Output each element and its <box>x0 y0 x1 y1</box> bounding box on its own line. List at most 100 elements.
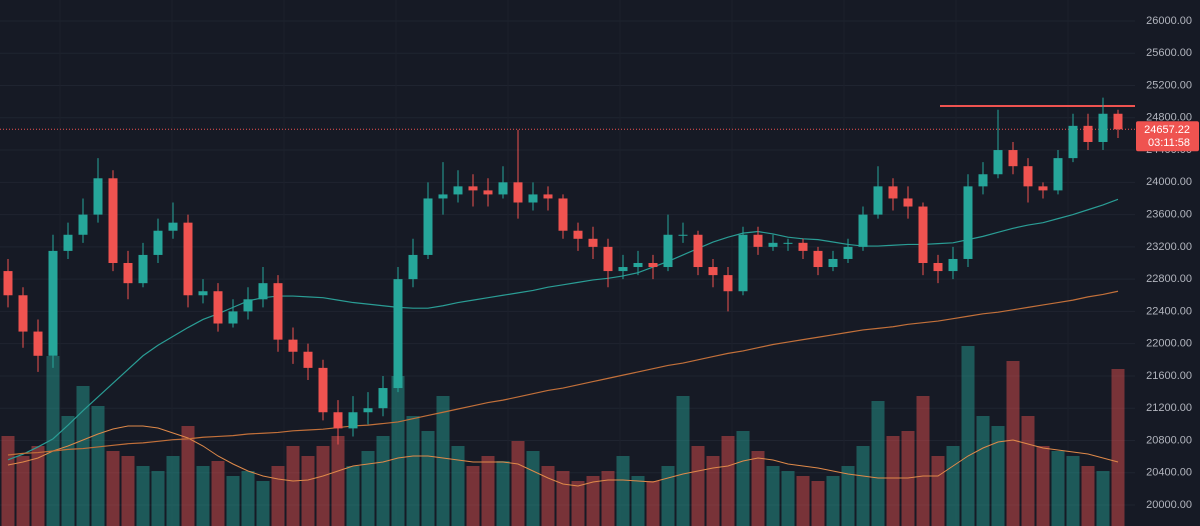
volume-bar <box>196 466 210 526</box>
volume-bar <box>301 456 315 526</box>
candle-body <box>108 178 118 263</box>
y-tick-label: 22000.00 <box>1146 338 1192 350</box>
axis-background <box>1135 0 1200 526</box>
volume-bar <box>1111 369 1125 526</box>
volume-bar <box>511 441 525 526</box>
volume-bar <box>451 446 465 526</box>
candle-body <box>1023 166 1033 187</box>
candle-body <box>303 351 313 368</box>
candle-body <box>363 408 373 413</box>
countdown-label: 03:11:58 <box>1148 137 1190 149</box>
candle-body <box>978 174 988 187</box>
y-tick-label: 23600.00 <box>1146 209 1192 221</box>
volume-bar <box>151 471 165 526</box>
volume-bar <box>121 456 135 526</box>
moving-average <box>7 198 1119 461</box>
candle-body <box>273 283 283 340</box>
volume-bar <box>856 446 870 526</box>
volume-bar <box>961 346 975 526</box>
volume-bar <box>916 396 930 526</box>
candle-body <box>1068 125 1078 159</box>
volume-bar <box>931 456 945 526</box>
candle-body <box>993 150 1003 175</box>
candle-body <box>573 230 583 239</box>
price-axis: 20000.00 20400.00 20800.00 21200.00 21600.00… <box>1135 0 1200 526</box>
candle-body <box>1083 125 1093 142</box>
volume-bar <box>211 461 225 526</box>
y-tick-label: 24000.00 <box>1146 176 1192 188</box>
candle-body <box>243 299 253 312</box>
volume-bar <box>526 451 540 526</box>
y-tick-label: 21600.00 <box>1146 370 1192 382</box>
overlays <box>0 105 1135 461</box>
candle-body <box>378 388 388 409</box>
volume-bar <box>616 456 630 526</box>
volume-bar <box>946 446 960 526</box>
volume-bar <box>1066 456 1080 526</box>
candle-body <box>3 271 13 296</box>
candle-body <box>753 234 763 247</box>
volume-ma-line <box>7 425 1119 487</box>
candle-body <box>678 234 688 236</box>
candle-body <box>738 234 748 292</box>
candle-body <box>393 279 403 389</box>
candle-body <box>1053 158 1063 191</box>
candle-body <box>423 198 433 255</box>
candles <box>3 97 1123 445</box>
volume-bar <box>61 416 75 526</box>
price-label-box <box>1136 121 1199 152</box>
candle-body <box>33 331 43 356</box>
candle-body <box>888 186 898 199</box>
volume-bar <box>481 456 495 526</box>
volume-bar <box>631 476 645 526</box>
volume-bar <box>241 471 255 526</box>
candle-body <box>798 242 808 251</box>
volume-bar <box>466 466 480 526</box>
y-tick-label: 23200.00 <box>1146 241 1192 253</box>
volume-bar <box>1021 416 1035 526</box>
candle-body <box>483 190 493 195</box>
volume-bar <box>391 376 405 526</box>
volume-bar <box>286 446 300 526</box>
candle-body <box>408 254 418 280</box>
volume-bar <box>226 476 240 526</box>
candle-body <box>288 339 298 352</box>
volume-bar <box>136 466 150 526</box>
candle-body <box>78 214 88 235</box>
y-tick-label: 24800.00 <box>1146 112 1192 124</box>
candle-body <box>513 182 523 203</box>
volume-bar <box>316 446 330 526</box>
volume-bar <box>751 451 765 526</box>
volume-bar <box>181 426 195 526</box>
y-tick-label: 20400.00 <box>1146 467 1192 479</box>
y-tick-label: 20800.00 <box>1146 434 1192 446</box>
volume-bar <box>541 466 555 526</box>
moving-average <box>7 290 1119 456</box>
volume-bar <box>646 481 660 526</box>
volume-bar <box>166 456 180 526</box>
candle-body <box>873 186 883 215</box>
candle-body <box>123 263 133 284</box>
candle-body <box>468 186 478 191</box>
candle-body <box>1008 150 1018 167</box>
candle-body <box>18 295 28 332</box>
candle-body <box>813 250 823 268</box>
candle-body <box>1038 186 1048 191</box>
candle-body <box>168 222 178 231</box>
candle-body <box>918 206 928 263</box>
candle-body <box>588 238 598 247</box>
volume-bar <box>1036 446 1050 526</box>
candle-body <box>768 242 778 247</box>
volume-bar <box>601 471 615 526</box>
candle-body <box>228 311 238 324</box>
candle-body <box>213 291 223 324</box>
volume-bar <box>46 356 60 526</box>
y-tick-label: 22800.00 <box>1146 273 1192 285</box>
volume-bar <box>106 451 120 526</box>
candle-body <box>708 267 718 276</box>
last-price-label: 24657.22 <box>1144 124 1190 136</box>
candle-body <box>63 234 73 251</box>
volume-bar <box>331 436 345 526</box>
candle-body <box>858 214 868 247</box>
candle-body <box>138 254 148 284</box>
